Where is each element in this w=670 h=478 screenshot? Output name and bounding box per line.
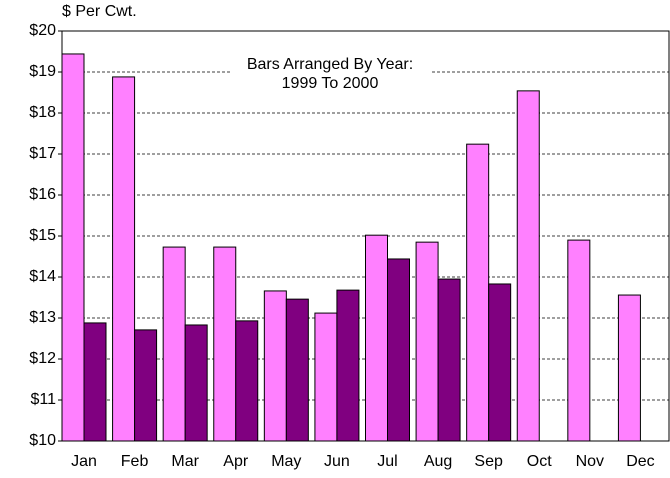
x-tick-label: Feb	[121, 453, 149, 470]
x-tick-label: Sep	[474, 453, 503, 470]
bar	[285, 298, 309, 442]
x-tick-label: Mar	[171, 453, 199, 470]
x-tick-label: Jun	[324, 453, 350, 470]
x-tick-label: Oct	[527, 453, 552, 470]
y-tick-label: $19	[29, 63, 56, 80]
y-tick-label: $15	[29, 227, 56, 244]
bar	[83, 322, 107, 442]
bar	[488, 283, 512, 442]
bar	[162, 246, 186, 442]
bar	[213, 246, 237, 442]
x-tick-label: Jul	[377, 453, 397, 470]
bar	[263, 290, 287, 442]
y-tick-label: $13	[29, 309, 56, 326]
x-tick-label: May	[271, 453, 301, 470]
bar	[567, 239, 591, 442]
bar	[617, 294, 641, 442]
x-tick-label: Dec	[626, 453, 654, 470]
x-tick-label: Nov	[576, 453, 604, 470]
y-tick-label: $16	[29, 186, 56, 203]
bar	[437, 278, 461, 442]
bar	[336, 289, 360, 442]
bar	[184, 324, 208, 442]
x-tick-label: Aug	[424, 453, 452, 470]
y-tick-label: $14	[29, 268, 56, 285]
annotation-box	[230, 55, 430, 95]
bar	[415, 241, 439, 442]
y-tick-label: $18	[29, 104, 56, 121]
bar	[516, 90, 540, 442]
y-tick-label: $11	[30, 391, 56, 408]
x-tick-label: Jan	[71, 453, 97, 470]
y-tick-label: $12	[29, 350, 56, 367]
bar	[61, 53, 85, 442]
y-axis-label: $ Per Cwt.	[62, 3, 137, 20]
y-tick-label: $10	[29, 432, 56, 449]
y-tick-label: $20	[29, 22, 56, 39]
bar	[112, 76, 136, 442]
annotation: Bars Arranged By Year:	[247, 56, 413, 73]
bar	[365, 234, 388, 442]
x-tick-label: Apr	[223, 453, 249, 470]
bar	[235, 320, 259, 442]
bar	[387, 258, 410, 442]
bar	[314, 312, 338, 442]
plot-frame	[61, 30, 670, 442]
bar	[466, 143, 490, 442]
y-tick-label: $17	[29, 145, 56, 162]
annotation: 1999 To 2000	[282, 75, 379, 92]
bar	[134, 329, 158, 442]
